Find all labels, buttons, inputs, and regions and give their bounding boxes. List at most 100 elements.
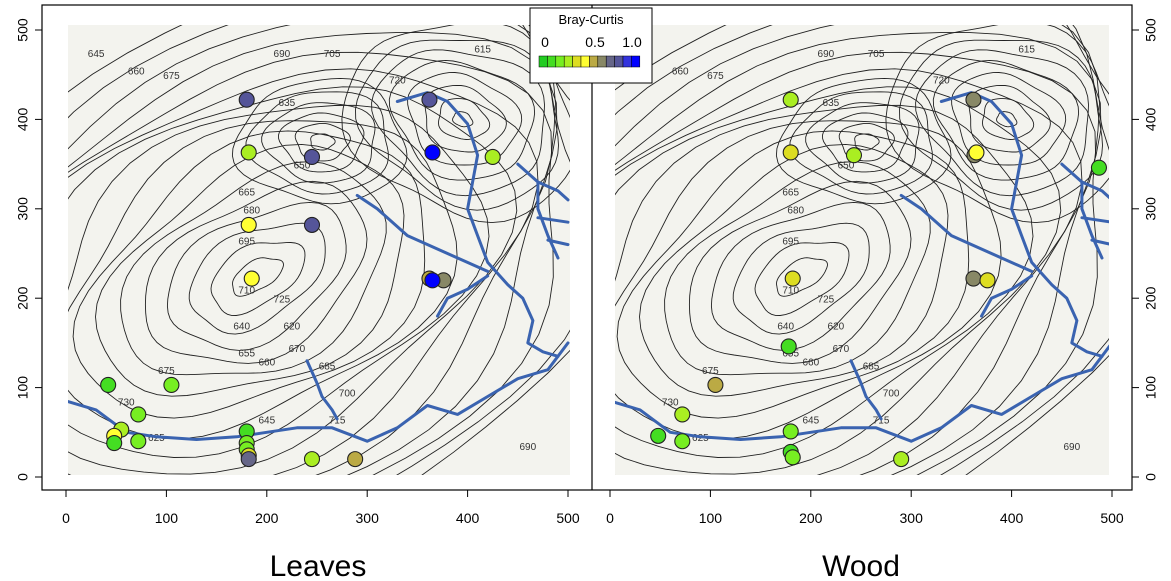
- contour-label: 620: [284, 321, 301, 332]
- stream-line: [1080, 180, 1109, 200]
- contour-label: 690: [818, 49, 835, 60]
- contour-line: [639, 143, 949, 397]
- contour-label: 715: [873, 415, 890, 426]
- contour-label: 705: [324, 49, 341, 60]
- y-tick-label-left: 100: [15, 376, 31, 400]
- x-tick-label: 500: [1100, 510, 1124, 526]
- contour-label: 660: [258, 357, 275, 368]
- contour-line: [388, 59, 536, 181]
- x-tick-label: 200: [799, 510, 823, 526]
- contour-line: [838, 122, 895, 162]
- contour-line: [68, 51, 553, 475]
- contour-line: [68, 32, 558, 475]
- contour-label: 665: [782, 187, 799, 198]
- contour-label: 650: [294, 161, 311, 172]
- legend-swatch: [605, 55, 615, 68]
- contour-line: [245, 91, 389, 195]
- contour-label: 645: [802, 415, 819, 426]
- sample-point-wood: [845, 147, 863, 164]
- sample-point-wood: [784, 449, 801, 466]
- x-tick-label: 400: [1000, 510, 1024, 526]
- contour-label: 670: [833, 344, 850, 355]
- contour-line: [261, 102, 376, 184]
- contour-label: 625: [148, 433, 165, 444]
- legend-swatch: [555, 55, 565, 68]
- contour-line: [899, 39, 1103, 211]
- contour-label: 655: [238, 348, 255, 359]
- y-tick-label-right: 500: [1143, 18, 1159, 42]
- contour-label: 615: [1018, 44, 1035, 55]
- contour-line: [996, 111, 1018, 128]
- y-tick-label-left: 300: [15, 197, 31, 221]
- stream-line: [899, 193, 1034, 273]
- stream-line: [615, 344, 1109, 443]
- contour-label: 710: [782, 286, 799, 297]
- contour-line: [68, 120, 458, 440]
- legend-swatch: [589, 55, 599, 68]
- contour-label: 705: [868, 49, 885, 60]
- contour-label: 725: [818, 295, 835, 306]
- legend-max-label: 1.0: [622, 34, 642, 50]
- panel-title-wood: Wood: [822, 550, 900, 581]
- axes-layer: 0 100 200 300 400 500 0 100 200 300 400 500 0 0 100 100…: [15, 18, 1159, 526]
- contour-label: 640: [777, 321, 794, 332]
- stream-line: [980, 274, 1034, 318]
- contour-label: 695: [782, 237, 799, 248]
- sample-point-leaves: [163, 376, 180, 393]
- y-tick-label-left: 200: [15, 286, 31, 310]
- contour-label: 670: [289, 344, 306, 355]
- contour-label: 715: [329, 415, 346, 426]
- stream-line: [1090, 238, 1109, 246]
- contour-label: 685: [863, 362, 880, 373]
- legend-box: [529, 7, 653, 84]
- sample-point-wood: [784, 270, 801, 287]
- sample-point-wood: [782, 423, 799, 440]
- sample-point-leaves: [130, 406, 147, 423]
- contour-label: 645: [88, 49, 105, 60]
- y-tick-label-left: 400: [15, 108, 31, 132]
- contour-label: 635: [279, 98, 296, 109]
- x-tick-label: 300: [356, 510, 380, 526]
- legend-color-bar: [538, 55, 641, 68]
- contour-line: [68, 86, 518, 475]
- x-tick-label: 0: [62, 510, 70, 526]
- contour-line: [278, 112, 365, 173]
- contour-line: [72, 130, 426, 419]
- legend-swatch: [580, 55, 590, 68]
- y-tick-label-left: 500: [15, 18, 31, 42]
- contour-line: [775, 77, 952, 205]
- contour-label: 620: [828, 321, 845, 332]
- sample-point-wood: [782, 144, 799, 161]
- plot-box: [41, 4, 1133, 491]
- contour-line: [915, 49, 1089, 197]
- x-tick-label: 0: [606, 510, 614, 526]
- sample-point-leaves: [130, 433, 147, 450]
- sample-point-leaves: [303, 451, 321, 468]
- legend-swatch: [631, 55, 641, 68]
- x-tick-label: 100: [155, 510, 179, 526]
- contour-label: 625: [692, 433, 709, 444]
- contour-line: [615, 25, 1100, 475]
- streams-right: [615, 91, 1109, 443]
- contour-line: [232, 257, 284, 297]
- x-tick-label: 100: [699, 510, 723, 526]
- contour-line: [95, 143, 405, 397]
- y-tick-label-right: 100: [1143, 376, 1159, 400]
- contour-line: [294, 122, 351, 162]
- stream-line: [436, 274, 490, 318]
- contour-line: [68, 68, 539, 475]
- sample-point-leaves: [243, 270, 260, 287]
- x-tick-label: 400: [456, 510, 480, 526]
- contour-label: 710: [238, 286, 255, 297]
- y-tick-label-right: 400: [1143, 108, 1159, 132]
- sample-point-leaves: [240, 451, 257, 468]
- sample-point-leaves: [421, 91, 438, 108]
- streams-left: [68, 91, 570, 443]
- legend-swatch: [614, 55, 624, 68]
- contour-label: 640: [233, 321, 250, 332]
- sample-point-leaves: [106, 434, 123, 452]
- contour-line: [120, 161, 387, 376]
- sample-point-wood: [893, 451, 910, 468]
- contour-label: 660: [672, 67, 689, 78]
- sample-point-wood: [979, 272, 996, 289]
